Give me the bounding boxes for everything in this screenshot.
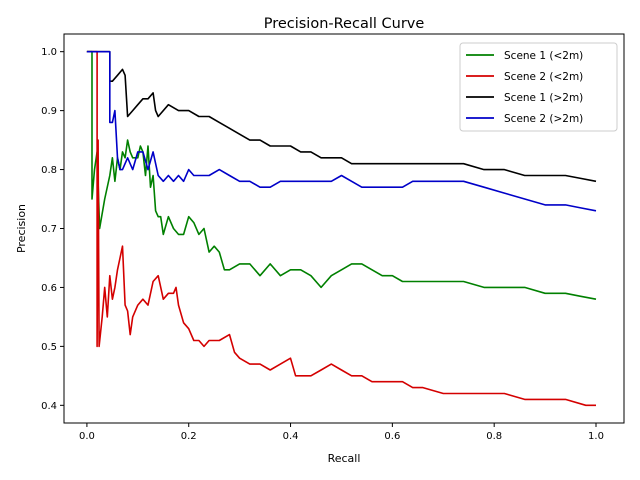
legend-entry-3: Scene 1 (>2m) xyxy=(504,92,583,104)
x-axis-ticks: 0.0 0.2 0.4 0.6 0.8 1.0 xyxy=(79,423,604,442)
y-tick-label: 0.5 xyxy=(41,342,57,353)
y-tick-label: 0.6 xyxy=(41,283,57,294)
series-line-3 xyxy=(86,50,597,183)
plot-area: 0.0 0.2 0.4 0.6 0.8 1.0 0.4 0.5 0.6 0.7 0.8 0.9 1.0 xyxy=(41,33,625,442)
series-layer xyxy=(86,50,597,407)
chart-title: Precision-Recall Curve xyxy=(264,16,425,32)
legend-entry-4: Scene 2 (>2m) xyxy=(504,113,583,125)
x-tick-label: 0.2 xyxy=(181,431,197,442)
y-tick-label: 1.0 xyxy=(41,47,57,58)
legend-box xyxy=(459,42,618,132)
x-axis-label: Recall xyxy=(328,452,361,465)
x-tick-label: 0.4 xyxy=(283,431,299,442)
x-tick-label: 0.8 xyxy=(486,431,502,442)
y-axis-label: Precision xyxy=(15,204,28,253)
x-tick-label: 1.0 xyxy=(588,431,604,442)
legend-entry-2: Scene 2 (<2m) xyxy=(504,71,583,83)
y-tick-label: 0.4 xyxy=(41,401,57,412)
series-line-4 xyxy=(86,50,597,212)
legend: Scene 1 (<2m) Scene 2 (<2m) Scene 1 (>2m) S… xyxy=(459,42,618,132)
x-tick-label: 0.0 xyxy=(79,431,95,442)
y-axis-ticks: 0.4 0.5 0.6 0.7 0.8 0.9 1.0 xyxy=(41,47,64,412)
y-tick-label: 0.7 xyxy=(41,224,57,235)
x-tick-label: 0.6 xyxy=(384,431,400,442)
series-line-2 xyxy=(86,50,596,407)
y-tick-label: 0.9 xyxy=(41,106,57,117)
legend-entry-1: Scene 1 (<2m) xyxy=(504,50,583,62)
y-tick-label: 0.8 xyxy=(41,165,57,176)
